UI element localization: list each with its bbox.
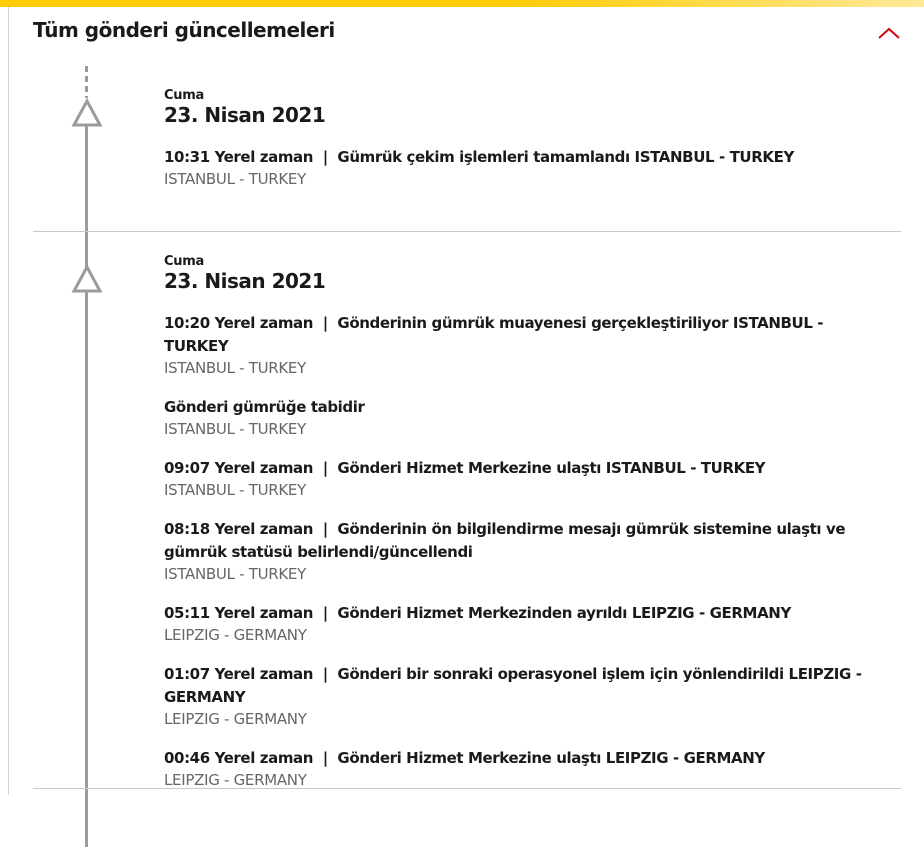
event-text: 10:31 Yerel zaman | Gümrük çekim işlemle… — [164, 148, 794, 166]
event-text: 10:20 Yerel zaman | Gönderinin gümrük mu… — [164, 314, 828, 355]
event-text: 08:18 Yerel zaman | Gönderinin ön bilgil… — [164, 520, 850, 561]
event-text: 09:07 Yerel zaman | Gönderi Hizmet Merke… — [164, 459, 766, 477]
event-location: ISTANBUL - TURKEY — [164, 170, 306, 188]
chevron-up-icon[interactable] — [878, 27, 900, 39]
event-text: 05:11 Yerel zaman | Gönderi Hizmet Merke… — [164, 604, 791, 622]
event-item: 00:46 Yerel zaman | Gönderi Hizmet Merke… — [164, 747, 904, 791]
event-item: 08:18 Yerel zaman | Gönderinin ön bilgil… — [164, 518, 904, 585]
timeline-marker-icon — [71, 264, 103, 293]
event-location: ISTANBUL - TURKEY — [164, 481, 306, 499]
event-text: Gönderi gümrüğe tabidir — [164, 398, 365, 416]
event-item: Gönderi gümrüğe tabidir ISTANBUL - TURKEY — [164, 396, 904, 440]
date-heading: 23. Nisan 2021 — [164, 103, 326, 127]
brand-top-bar — [0, 0, 924, 7]
event-item: 01:07 Yerel zaman | Gönderi bir sonraki … — [164, 663, 904, 730]
timeline-marker-icon — [71, 98, 103, 127]
date-group: Cuma 23. Nisan 2021 10:20 Yerel zaman | … — [164, 254, 904, 791]
event-item: 05:11 Yerel zaman | Gönderi Hizmet Merke… — [164, 602, 904, 646]
panel-border — [8, 7, 9, 795]
section-title: Tüm gönderi güncellemeleri — [33, 18, 335, 42]
event-location: LEIPZIG - GERMANY — [164, 710, 307, 728]
divider — [33, 231, 901, 232]
date-heading: 23. Nisan 2021 — [164, 269, 326, 293]
event-item: 10:20 Yerel zaman | Gönderinin gümrük mu… — [164, 312, 904, 379]
date-group: Cuma 23. Nisan 2021 10:31 Yerel zaman | … — [164, 88, 904, 190]
event-text: 00:46 Yerel zaman | Gönderi Hizmet Merke… — [164, 749, 765, 767]
event-item: 10:31 Yerel zaman | Gümrük çekim işlemle… — [164, 146, 904, 190]
event-location: ISTANBUL - TURKEY — [164, 420, 306, 438]
event-text: 01:07 Yerel zaman | Gönderi bir sonraki … — [164, 665, 867, 706]
event-location: LEIPZIG - GERMANY — [164, 771, 307, 789]
timeline-dashed-start — [85, 66, 88, 98]
event-item: 09:07 Yerel zaman | Gönderi Hizmet Merke… — [164, 457, 904, 501]
timeline-line — [85, 120, 88, 847]
event-location: ISTANBUL - TURKEY — [164, 359, 306, 377]
divider — [33, 788, 901, 789]
weekday: Cuma — [164, 254, 204, 269]
weekday: Cuma — [164, 88, 204, 103]
event-location: LEIPZIG - GERMANY — [164, 626, 307, 644]
event-location: ISTANBUL - TURKEY — [164, 565, 306, 583]
